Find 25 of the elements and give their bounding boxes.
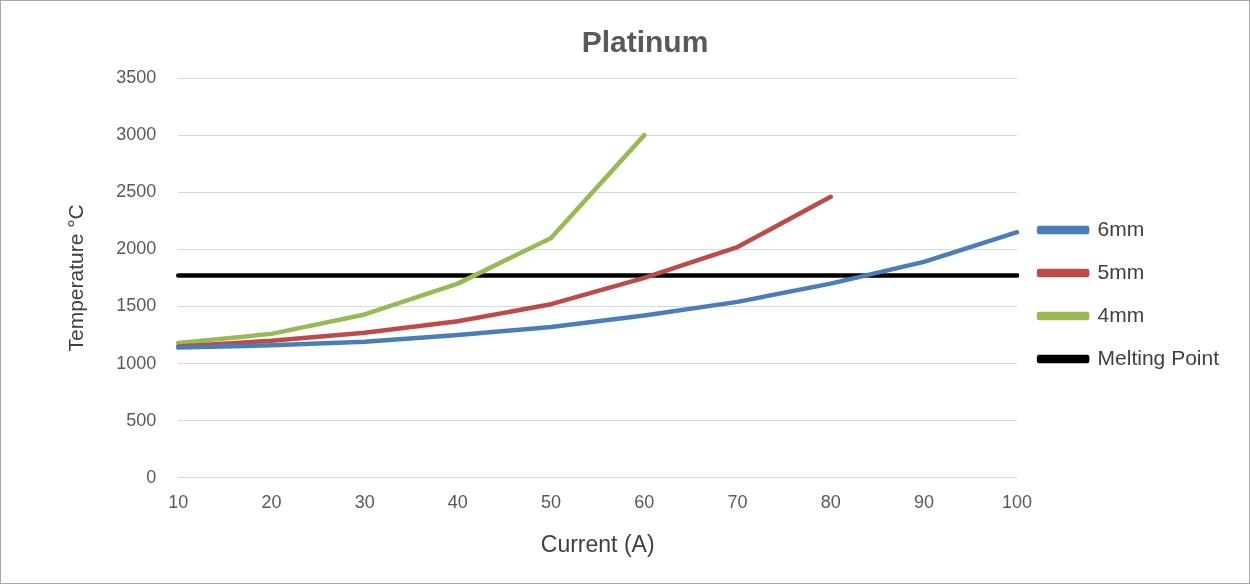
legend-label: Melting Point	[1097, 345, 1220, 369]
y-tick-label: 2500	[116, 181, 157, 202]
x-tick-label: 50	[541, 491, 562, 512]
y-tick-label: 1500	[116, 295, 157, 316]
x-tick-label: 30	[354, 491, 375, 512]
x-tick-label: 70	[727, 491, 748, 512]
y-tick-label: 0	[146, 466, 157, 487]
x-tick-label: 90	[913, 491, 934, 512]
y-tick-label: 2000	[116, 238, 157, 259]
x-tick-label: 20	[261, 491, 282, 512]
x-axis-title: Current (A)	[540, 530, 655, 557]
x-tick-label: 10	[168, 491, 189, 512]
y-tick-label: 3000	[116, 124, 157, 145]
y-tick-label: 500	[126, 409, 157, 430]
legend-label: 4mm	[1097, 302, 1145, 326]
y-axis-title: Temperature °C	[64, 204, 88, 352]
y-tick-label: 1000	[116, 352, 157, 373]
x-tick-label: 100	[1002, 491, 1033, 512]
legend-label: 5mm	[1097, 259, 1145, 283]
x-tick-label: 80	[820, 491, 841, 512]
x-tick-label: 40	[447, 491, 468, 512]
legend-label: 6mm	[1097, 216, 1145, 240]
y-tick-label: 3500	[116, 66, 157, 87]
chart-title: Platinum	[581, 25, 709, 59]
x-tick-label: 60	[634, 491, 655, 512]
